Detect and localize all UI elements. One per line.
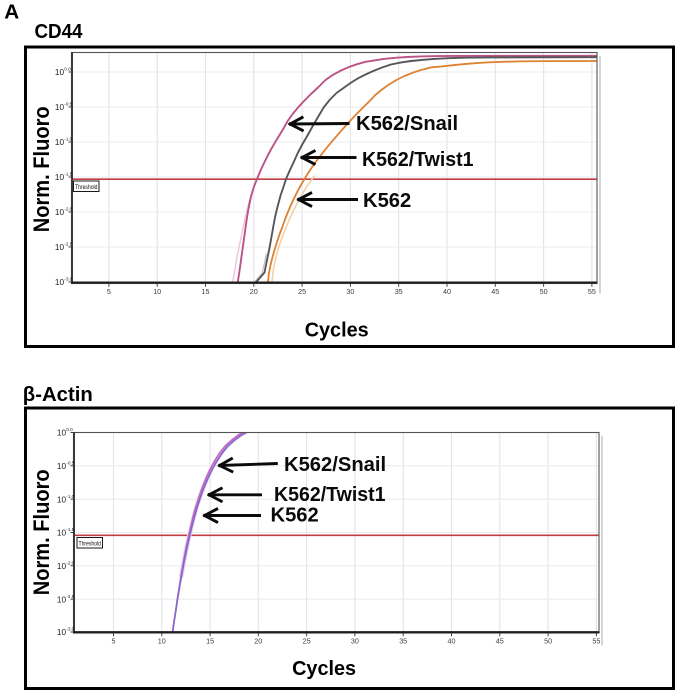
svg-text:55: 55: [588, 287, 596, 296]
svg-text:10: 10: [55, 103, 65, 112]
svg-text:K562: K562: [363, 190, 411, 212]
svg-text:Cycles: Cycles: [305, 320, 369, 342]
svg-text:-1.0: -1.0: [64, 137, 72, 142]
svg-text:-0.5: -0.5: [64, 102, 72, 107]
svg-text:20: 20: [250, 287, 258, 296]
svg-text:-1.5: -1.5: [64, 172, 72, 177]
svg-text:Norm. Fluoro: Norm. Fluoro: [29, 469, 54, 595]
svg-text:40: 40: [448, 636, 456, 645]
svg-text:K562/Snail: K562/Snail: [284, 454, 386, 476]
svg-text:50: 50: [544, 636, 552, 645]
svg-text:K562/Twist1: K562/Twist1: [362, 149, 474, 171]
svg-text:55: 55: [592, 636, 600, 645]
svg-text:25: 25: [303, 636, 311, 645]
svg-text:K562/Snail: K562/Snail: [356, 113, 458, 135]
svg-text:20: 20: [254, 636, 262, 645]
svg-text:Threshold: Threshold: [79, 541, 102, 548]
svg-text:K562: K562: [271, 505, 319, 527]
svg-text:10: 10: [55, 208, 65, 217]
svg-text:10: 10: [57, 529, 67, 538]
svg-text:10: 10: [55, 278, 65, 287]
svg-text:5: 5: [107, 287, 111, 296]
svg-text:Threshold: Threshold: [75, 184, 98, 191]
svg-text:10: 10: [55, 243, 65, 252]
svg-text:-2.0: -2.0: [64, 207, 72, 212]
svg-text:-0.5: -0.5: [66, 460, 74, 465]
svg-text:Norm. Fluoro: Norm. Fluoro: [29, 106, 54, 232]
svg-text:-2.5: -2.5: [64, 242, 72, 247]
svg-text:10: 10: [55, 173, 65, 182]
svg-text:K562/Twist1: K562/Twist1: [274, 484, 386, 506]
svg-text:5: 5: [112, 636, 116, 645]
svg-text:-1.5: -1.5: [66, 527, 74, 532]
svg-text:45: 45: [491, 287, 499, 296]
svg-text:-2.0: -2.0: [66, 560, 74, 565]
svg-text:-3.0: -3.0: [66, 627, 74, 632]
svg-text:0.0: 0.0: [64, 67, 71, 72]
svg-text:10: 10: [57, 495, 67, 504]
svg-text:10: 10: [57, 562, 67, 571]
svg-text:10: 10: [55, 68, 65, 77]
svg-text:10: 10: [55, 138, 65, 147]
svg-text:10: 10: [57, 595, 67, 604]
svg-text:45: 45: [496, 636, 504, 645]
svg-text:CD44: CD44: [35, 21, 84, 43]
svg-text:30: 30: [346, 287, 354, 296]
svg-text:-1.0: -1.0: [66, 494, 74, 499]
svg-text:β-Actin: β-Actin: [23, 383, 93, 406]
svg-text:40: 40: [443, 287, 451, 296]
svg-text:25: 25: [298, 287, 306, 296]
svg-text:15: 15: [202, 287, 210, 296]
svg-text:15: 15: [206, 636, 214, 645]
svg-text:35: 35: [399, 636, 407, 645]
svg-text:-3.0: -3.0: [64, 277, 72, 282]
svg-text:10: 10: [57, 429, 67, 438]
svg-text:-2.5: -2.5: [66, 594, 74, 599]
svg-text:35: 35: [395, 287, 403, 296]
svg-text:A: A: [4, 1, 19, 24]
svg-text:10: 10: [57, 462, 67, 471]
svg-text:0.0: 0.0: [66, 427, 73, 432]
svg-text:30: 30: [351, 636, 359, 645]
svg-text:Cycles: Cycles: [292, 658, 356, 680]
svg-text:50: 50: [540, 287, 548, 296]
svg-text:10: 10: [57, 628, 67, 637]
svg-text:10: 10: [153, 287, 161, 296]
svg-text:10: 10: [158, 636, 166, 645]
